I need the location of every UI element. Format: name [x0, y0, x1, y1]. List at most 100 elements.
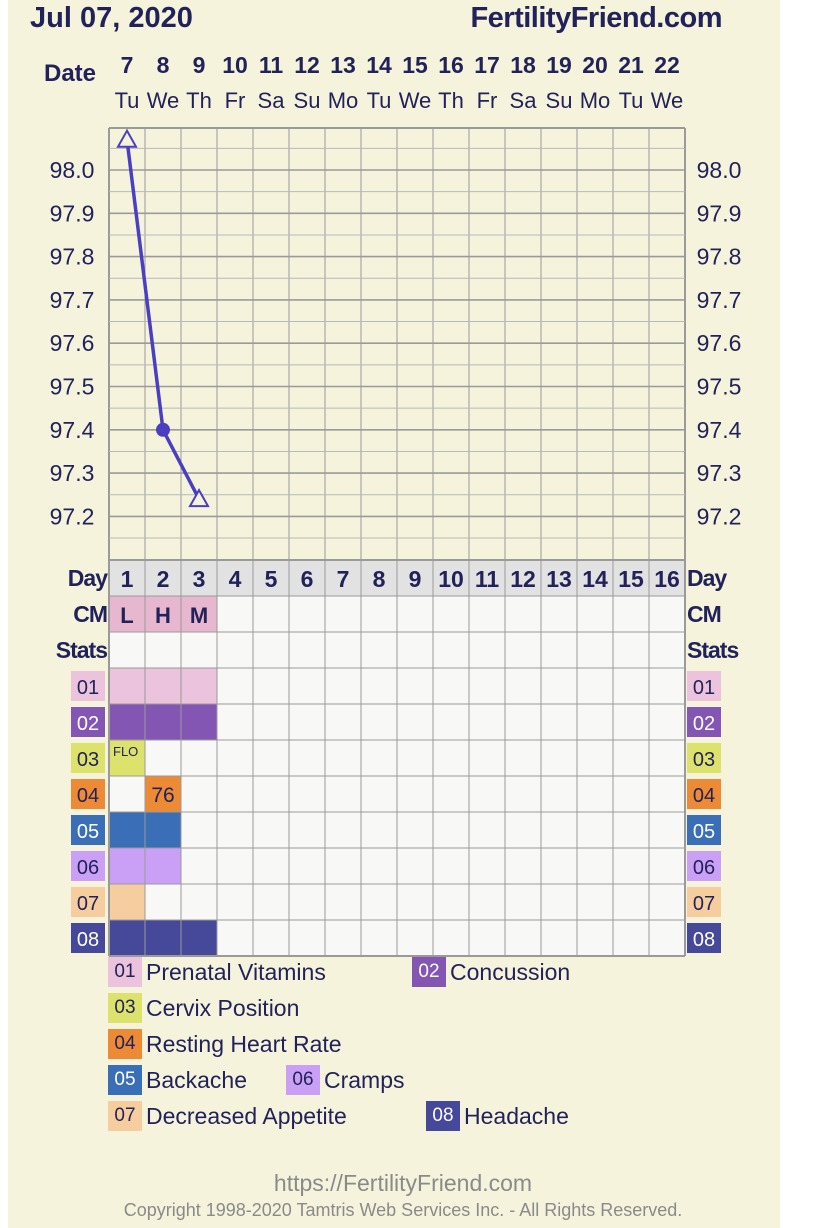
- stat-code-left-bg: [71, 779, 105, 809]
- legend-item: 08 Headache: [426, 1101, 569, 1131]
- weekday-label: Sa: [258, 88, 286, 113]
- y-tick-left: 98.0: [50, 157, 95, 183]
- cycle-day: 15: [618, 566, 644, 592]
- cm-value: M: [190, 603, 208, 628]
- cm-cell: [145, 596, 181, 632]
- cycle-day: 6: [301, 566, 314, 592]
- temp-point-dot: [156, 422, 170, 437]
- stat-cell-01: [145, 668, 181, 704]
- stat-cell-03: [109, 740, 145, 776]
- stat-code-left: 07: [77, 893, 99, 915]
- date-number: 19: [546, 52, 572, 78]
- date-number: 18: [510, 52, 536, 78]
- legend-item: 03 Cervix Position: [108, 993, 299, 1023]
- stat-code-right: 08: [693, 929, 715, 951]
- legend-code: 05: [108, 1065, 142, 1095]
- temp-point-triangle: [116, 128, 138, 148]
- cm-value: L: [120, 603, 133, 628]
- bbt-chart: Date 7Tu8We9Th10Fr11Sa12Su13Mo14Tu15We16T…: [44, 52, 742, 957]
- stat-code-left-bg: [71, 743, 105, 773]
- stat-value: 76: [151, 784, 174, 807]
- row-label-left: CM: [73, 601, 107, 627]
- date-number: 9: [193, 52, 206, 78]
- stat-code-right: 02: [693, 713, 715, 735]
- row-label-left: Stats: [56, 637, 107, 663]
- stat-code-right-bg: [687, 923, 721, 953]
- cycle-day: 13: [546, 566, 572, 592]
- stat-code-left-bg: [71, 923, 105, 953]
- stat-cell-05: [145, 812, 181, 848]
- date-number: 12: [294, 52, 320, 78]
- weekday-label: Su: [546, 88, 573, 113]
- stat-code-left: 02: [77, 713, 99, 735]
- stat-code-right-bg: [687, 743, 721, 773]
- row-label-right: Day: [687, 565, 727, 591]
- stat-code-left-bg: [71, 707, 105, 737]
- stat-code-left: 01: [77, 677, 99, 699]
- stat-code-right-bg: [687, 887, 721, 917]
- stat-cell-05: [109, 812, 145, 848]
- stat-code-right-bg: [687, 851, 721, 881]
- y-tick-left: 97.3: [50, 460, 95, 486]
- weekday-label: Mo: [328, 88, 359, 113]
- site-name: FertilityFriend.com: [470, 2, 722, 34]
- y-tick-right: 97.5: [697, 374, 742, 400]
- y-tick-right: 98.0: [697, 157, 742, 183]
- stat-code-right: 04: [693, 785, 715, 807]
- stat-cell-02: [109, 704, 145, 740]
- legend-code: 08: [426, 1101, 460, 1131]
- legend-code: 06: [286, 1065, 320, 1095]
- weekday-label: We: [651, 88, 684, 113]
- legend-item: 06 Cramps: [286, 1065, 405, 1095]
- footer-url[interactable]: https://FertilityFriend.com: [273, 1170, 533, 1196]
- stat-code-left-bg: [71, 851, 105, 881]
- y-tick-right: 97.3: [697, 460, 742, 486]
- cycle-day: 8: [373, 566, 386, 592]
- legend-label: Cramps: [324, 1066, 405, 1093]
- y-tick-right: 97.7: [697, 287, 742, 313]
- legend-item: 05 Backache: [108, 1065, 247, 1095]
- y-tick-left: 97.6: [50, 330, 95, 356]
- stat-code-left: 08: [77, 929, 99, 951]
- stat-cell-02: [145, 704, 181, 740]
- legend-code: 04: [108, 1029, 142, 1059]
- cycle-day: 4: [229, 566, 242, 592]
- stat-cell-08: [181, 920, 217, 956]
- y-tick-right: 97.9: [697, 200, 742, 226]
- stat-value: FLO: [113, 744, 138, 759]
- stat-code-left: 03: [77, 749, 99, 771]
- cycle-day: 7: [337, 566, 350, 592]
- legend-code: 03: [108, 993, 142, 1023]
- legend-item: 04 Resting Heart Rate: [108, 1029, 342, 1059]
- stat-code-left: 05: [77, 821, 99, 843]
- stat-cell-08: [109, 920, 145, 956]
- date-number: 17: [474, 52, 500, 78]
- y-tick-right: 97.2: [697, 503, 742, 529]
- stat-cell-06: [145, 848, 181, 884]
- stat-cell-02: [181, 704, 217, 740]
- stat-code-right: 03: [693, 749, 715, 771]
- date-number: 22: [654, 52, 680, 78]
- stat-code-right-bg: [687, 707, 721, 737]
- cycle-day: 14: [582, 566, 608, 592]
- y-tick-left: 97.9: [50, 200, 95, 226]
- stat-code-left-bg: [71, 887, 105, 917]
- date-number: 13: [330, 52, 356, 78]
- weekday-label: Sa: [510, 88, 538, 113]
- temp-point-triangle: [188, 488, 210, 508]
- cycle-day: 5: [265, 566, 278, 592]
- row-label-right: CM: [687, 601, 721, 627]
- stat-code-right: 01: [693, 677, 715, 699]
- date-number: 8: [157, 52, 170, 78]
- cycle-day: 9: [409, 566, 422, 592]
- date-number: 14: [366, 52, 392, 78]
- date-number: 21: [618, 52, 644, 78]
- footer-copyright: Copyright 1998-2020 Tamtris Web Services…: [123, 1200, 683, 1220]
- date-label: Date: [44, 60, 96, 87]
- stat-cell-04: [145, 776, 181, 812]
- cycle-day: 16: [654, 566, 680, 592]
- weekday-label: Tu: [619, 88, 644, 113]
- date-number: 10: [222, 52, 248, 78]
- stat-cell-07: [109, 884, 145, 920]
